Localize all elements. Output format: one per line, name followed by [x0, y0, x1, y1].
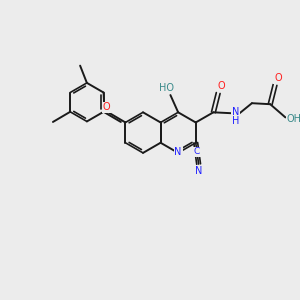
Text: OH: OH — [286, 114, 300, 124]
Text: HO: HO — [159, 83, 174, 93]
Text: H: H — [232, 116, 239, 126]
Text: O: O — [217, 81, 225, 91]
Text: N: N — [195, 166, 202, 176]
Text: O: O — [274, 73, 282, 83]
Text: N: N — [175, 147, 182, 157]
Text: C: C — [194, 147, 200, 156]
Text: N: N — [232, 107, 239, 117]
Text: O: O — [102, 103, 110, 112]
